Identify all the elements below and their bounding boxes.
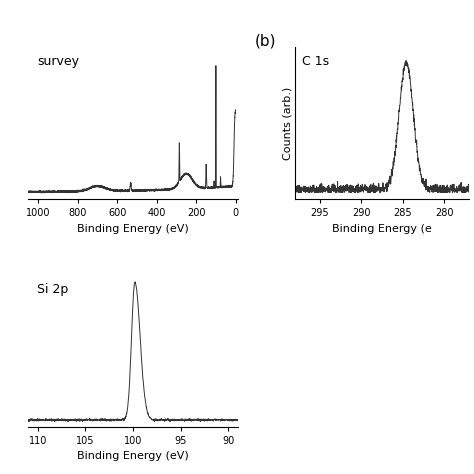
- Text: Si 2p: Si 2p: [37, 283, 68, 295]
- X-axis label: Binding Energy (eV): Binding Energy (eV): [77, 451, 189, 461]
- Text: (b): (b): [255, 33, 276, 48]
- Text: survey: survey: [37, 55, 79, 68]
- X-axis label: Binding Energy (e: Binding Energy (e: [332, 224, 432, 234]
- Y-axis label: Counts (arb.): Counts (arb.): [282, 87, 292, 160]
- X-axis label: Binding Energy (eV): Binding Energy (eV): [77, 224, 189, 234]
- Text: C 1s: C 1s: [302, 55, 329, 68]
